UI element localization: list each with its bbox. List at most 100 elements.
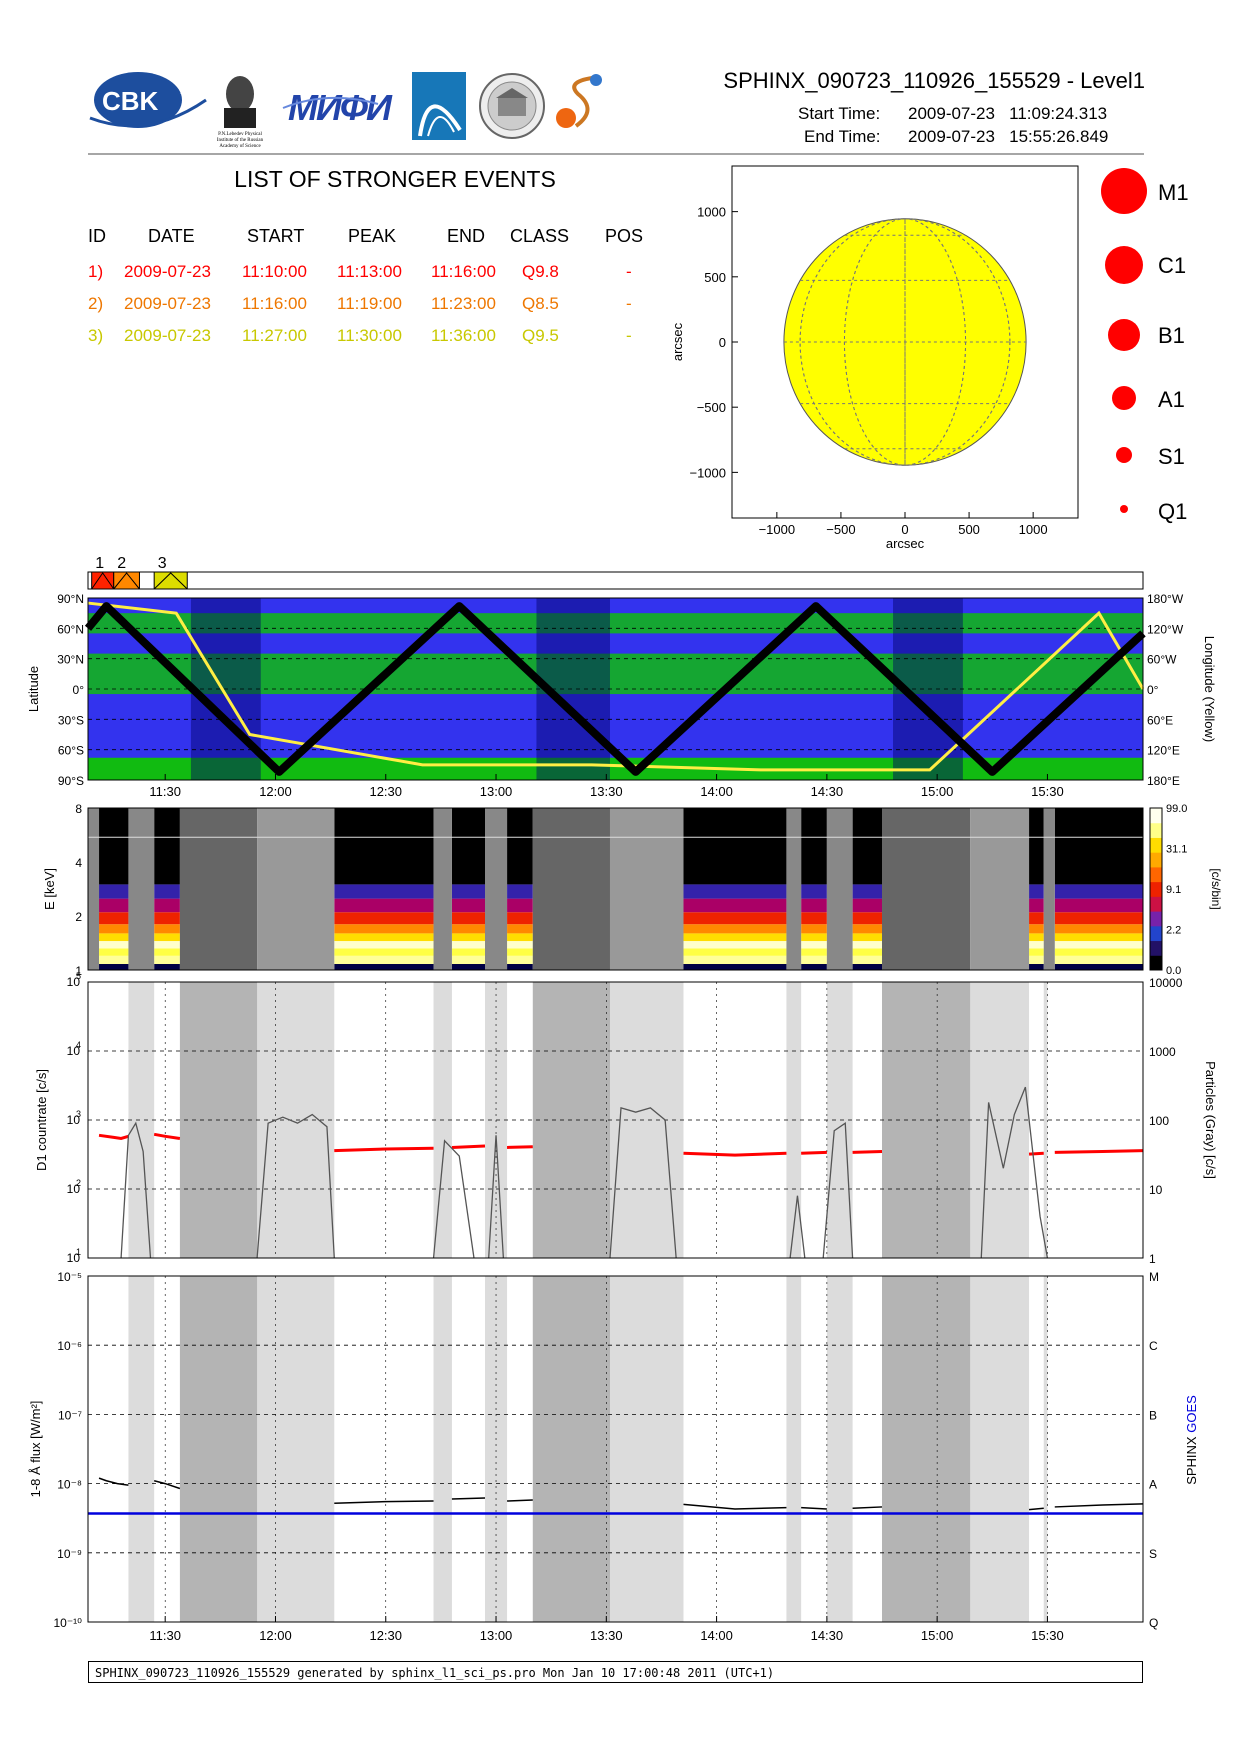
events-title: LIST OF STRONGER EVENTS	[234, 166, 556, 192]
spectrogram-band	[1029, 808, 1044, 885]
flux-saa-period	[609, 1276, 684, 1622]
flux-ytick-label: 10⁻⁶	[57, 1339, 82, 1353]
flux-series-sphinx	[451, 1497, 486, 1500]
countrate-saa-period	[1043, 982, 1048, 1258]
flux-saa-period	[786, 1276, 802, 1622]
countrate-y2tick-label: 100	[1149, 1114, 1169, 1128]
spectrogram-gap	[1043, 808, 1055, 970]
col-start: START	[247, 226, 305, 246]
spectrogram-band	[683, 884, 787, 899]
event-1-id: 1)	[88, 262, 104, 281]
countrate-series-d1	[801, 1150, 827, 1155]
spectrogram-band	[154, 898, 180, 913]
countrate-ytick-label: 10	[67, 1044, 81, 1058]
flux-class-label: C	[1149, 1339, 1158, 1353]
spectrogram-band	[451, 808, 486, 885]
spectrogram-gap	[485, 808, 508, 970]
countrate-ytick-exponent: 5	[76, 971, 81, 981]
spectrogram-band	[1029, 898, 1044, 913]
orbit-ytick-label: 0°	[73, 683, 85, 697]
spectrogram-band	[99, 941, 129, 949]
spectrogram-band	[683, 924, 787, 934]
flux-legend: SPHINX GOES	[1184, 1395, 1199, 1485]
spectrogram-band	[99, 884, 129, 899]
spectrogram-band	[451, 884, 486, 899]
flux-series-sphinx	[801, 1506, 827, 1510]
size-legend-q1: Q1	[1158, 499, 1188, 524]
orbit-ylabel: Latitude	[26, 666, 41, 712]
disk-xtick-label: −1000	[759, 522, 796, 537]
colorbar-tick-label: 99.0	[1166, 803, 1187, 815]
spectrogram-band	[451, 933, 486, 942]
colorbar-segment	[1150, 911, 1162, 927]
spectrogram-band	[1054, 964, 1143, 970]
event-2-peak: 11:19:00	[337, 294, 402, 313]
spectrogram-band	[683, 933, 787, 942]
logo-strip: CBK PAN P.N.Lebedev Physical Institute o…	[89, 72, 602, 149]
spectrogram-band	[99, 933, 129, 942]
spectrogram-eclipse	[882, 808, 971, 970]
spectrogram-band	[683, 912, 787, 925]
colorbar-segment	[1150, 955, 1162, 971]
colorbar-segment	[1150, 837, 1162, 853]
orbit-xtick-label: 15:30	[1031, 784, 1064, 799]
observatory-seal-logo	[479, 73, 545, 139]
orbit-xtick-label: 13:00	[480, 784, 513, 799]
col-end: END	[447, 226, 486, 246]
spectrogram-band	[852, 884, 883, 899]
disk-ytick-label: 500	[704, 270, 726, 285]
orbit-longitude-line	[87, 601, 1145, 772]
spectrogram-band	[154, 948, 180, 956]
flux-xtick-label: 15:00	[921, 1628, 954, 1643]
colorbar-segment	[1150, 940, 1162, 956]
colorbar-tick-label: 9.1	[1166, 884, 1181, 896]
spectrogram-band	[451, 912, 486, 925]
spectrogram-ytick-label: 1	[75, 964, 82, 978]
spectrogram-band	[852, 964, 883, 970]
spectrogram-band	[1054, 941, 1143, 949]
spectrogram-ytick-label: 8	[75, 802, 82, 816]
flux-legend-goes: GOES	[1184, 1395, 1199, 1433]
event-1-date: 2009-07-23	[124, 262, 211, 281]
event-3-peak: 11:30:00	[337, 326, 402, 345]
spectrogram-band	[683, 808, 787, 885]
orbit-green-band-south	[88, 757, 1143, 780]
disk-xtick-label: 1000	[1019, 522, 1048, 537]
countrate-series-d1	[852, 1149, 883, 1154]
spectrogram-band	[99, 948, 129, 956]
disk-longitude-line	[799, 218, 1011, 466]
lebedev-logo: P.N.Lebedev Physical Institute of the Ru…	[217, 76, 264, 149]
spectrogram-band	[154, 964, 180, 970]
spectrogram-band	[154, 808, 180, 885]
event-marker-peak	[91, 572, 115, 590]
flux-ytick-label: 10⁻⁹	[57, 1547, 82, 1561]
spectrogram-gap	[88, 808, 100, 970]
event-1-start: 11:10:00	[242, 262, 307, 281]
spectrogram-band	[801, 884, 827, 899]
event-1-end: 11:16:00	[431, 262, 496, 281]
spectrogram-saa	[257, 808, 335, 970]
spectrogram-band	[99, 898, 129, 913]
col-date: DATE	[148, 226, 195, 246]
orbit-frame	[87, 597, 1144, 781]
orbit-green-band-north	[88, 613, 1143, 634]
end-time-label: End Time:	[804, 127, 881, 146]
flux-class-label: S	[1149, 1547, 1157, 1561]
spectrogram-band	[801, 948, 827, 956]
spectrogram-saa	[609, 808, 684, 970]
spectrogram-band	[99, 955, 129, 965]
event-3-start: 11:27:00	[242, 326, 307, 345]
flux-eclipse-period	[882, 1276, 971, 1622]
spectrogram-band	[507, 955, 533, 965]
spectrogram-saa	[970, 808, 1030, 970]
countrate-series-d1	[334, 1146, 434, 1153]
countrate-series-d1	[451, 1144, 486, 1149]
spectrogram-band	[1029, 948, 1044, 956]
svg-text:PAN: PAN	[180, 89, 194, 96]
start-time-label: Start Time:	[798, 104, 881, 123]
spectrogram-band	[852, 924, 883, 934]
orbit-y2tick-label: 60°W	[1147, 653, 1177, 667]
orbit-xtick-label: 11:30	[149, 784, 181, 799]
spectrogram-band	[334, 933, 434, 942]
flux-xtick-label: 14:30	[811, 1628, 844, 1643]
